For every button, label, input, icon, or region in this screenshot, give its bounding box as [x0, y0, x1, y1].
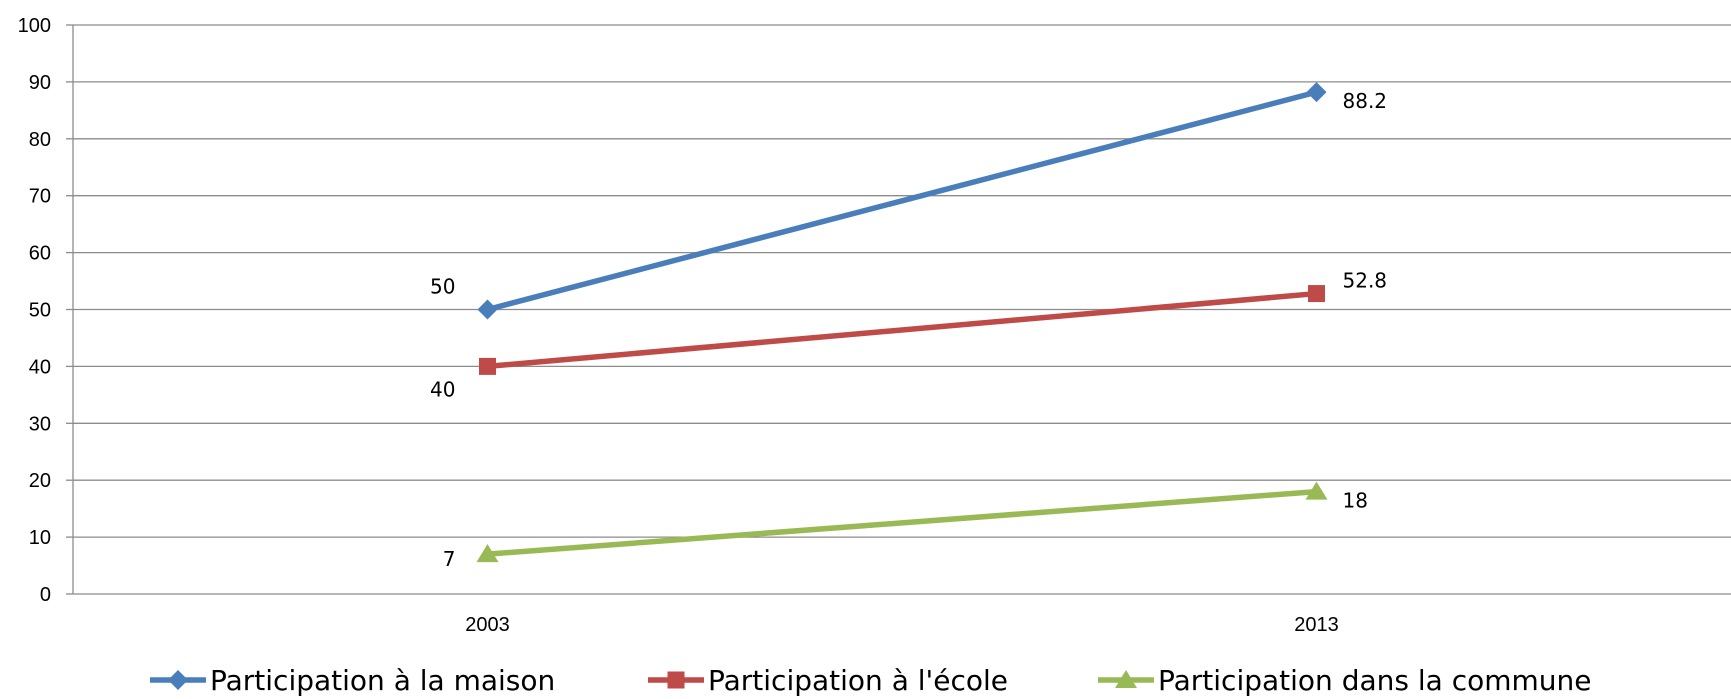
series-1: [477, 82, 1327, 320]
diamond-marker: [477, 299, 498, 320]
y-tick-label: 10: [29, 527, 51, 549]
legend-label: Participation à la maison: [210, 664, 555, 697]
y-tick-label: 100: [18, 15, 51, 37]
y-tick-label: 40: [29, 356, 51, 378]
series-2: [479, 285, 1325, 375]
square-marker: [1308, 285, 1325, 303]
triangle-marker: [476, 544, 499, 563]
data-labels: 50 88.2 40 52.8 7 18: [430, 89, 1387, 571]
legend: Participation à la maison Participation à…: [150, 664, 1592, 697]
data-label: 18: [1343, 489, 1368, 513]
data-label: 7: [443, 547, 456, 571]
x-tick-label: 2013: [1294, 614, 1339, 636]
y-tick-label: 80: [29, 129, 51, 151]
triangle-marker: [1115, 670, 1137, 688]
data-label: 52.8: [1343, 269, 1388, 293]
legend-item-2: Participation à l'école: [648, 664, 1008, 697]
y-tick-label: 30: [29, 413, 51, 435]
diamond-marker: [1306, 82, 1327, 103]
square-marker: [479, 357, 496, 375]
diamond-marker: [168, 670, 188, 690]
legend-label: Participation dans la commune: [1158, 664, 1592, 697]
series-line: [487, 488, 1317, 557]
y-axis-tick-labels: 0 10 20 30 40 50 60 70 80 90 100: [18, 15, 51, 606]
series-line: [487, 290, 1317, 370]
data-label: 50: [430, 275, 455, 299]
x-tick-label: 2003: [465, 614, 510, 636]
legend-item-1: Participation à la maison: [150, 664, 555, 697]
data-label: 40: [430, 377, 455, 401]
square-marker: [667, 671, 685, 689]
y-tick-label: 0: [40, 584, 51, 606]
x-axis-tick-labels: 2003 2013: [465, 614, 1339, 636]
series-lines: [476, 82, 1328, 563]
y-tick-label: 50: [29, 300, 51, 322]
y-tick-label: 60: [29, 243, 51, 265]
legend-label: Participation à l'école: [708, 664, 1008, 697]
legend-item-3: Participation dans la commune: [1098, 664, 1592, 697]
series-line: [486, 89, 1318, 313]
y-tick-label: 20: [29, 470, 51, 492]
y-tick-label: 90: [29, 72, 51, 94]
series-3: [476, 481, 1328, 563]
triangle-marker: [1305, 481, 1328, 500]
data-label: 88.2: [1343, 89, 1388, 113]
y-tick-label: 70: [29, 186, 51, 208]
gridlines: [66, 24, 1731, 595]
